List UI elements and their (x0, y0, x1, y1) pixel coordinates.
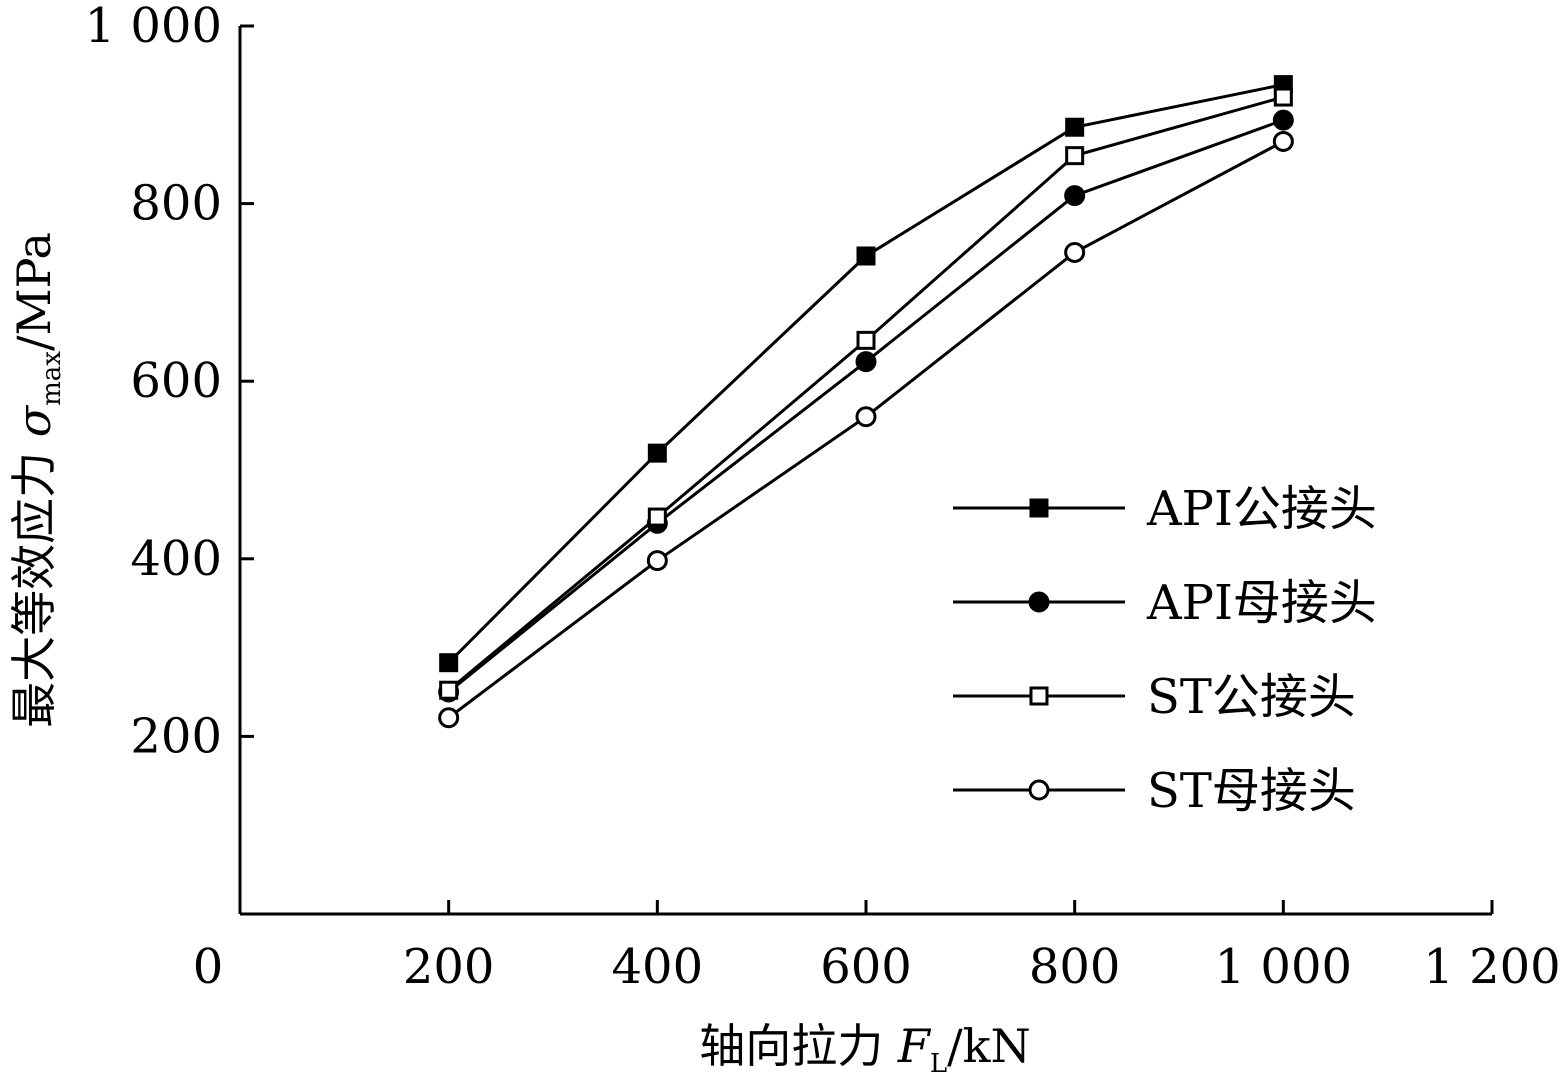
x-axis-title-symbol: F (897, 1019, 932, 1073)
x-axis-title-subscript: L (930, 1049, 947, 1079)
x-axis-title: 轴向拉力 FL/kN (699, 1019, 1030, 1079)
data-point (1064, 185, 1086, 207)
x-tick-label: 800 (1029, 939, 1121, 995)
data-point (1272, 130, 1294, 152)
data-point (439, 680, 459, 700)
x-tick-label: 400 (612, 939, 704, 995)
y-axis-title-symbol: σ (7, 404, 61, 437)
data-point (439, 653, 459, 673)
x-tick-label: 1 200 (1423, 939, 1560, 995)
legend-label: API母接头 (1146, 575, 1377, 631)
x-axis-ticks: 0 200 400 600 800 1 000 1 200 (193, 900, 1561, 995)
data-point (647, 443, 667, 463)
y-axis-ticks: 200 400 600 800 1 000 (85, 0, 254, 764)
y-axis-title-subscript: max (37, 351, 67, 406)
legend-item: API母接头 (953, 575, 1377, 631)
y-tick-label: 400 (130, 531, 222, 587)
y-tick-label: 600 (130, 353, 222, 409)
legend-marker (1029, 686, 1049, 706)
x-axis-title-prefix: 轴向拉力 (699, 1019, 898, 1073)
data-point (1272, 109, 1294, 131)
data-point (438, 707, 460, 729)
y-axis-title: 最大等效应力 σmax/MPa (7, 232, 67, 728)
y-tick-label: 1 000 (85, 0, 222, 54)
data-series (438, 75, 1294, 729)
legend-item: API公接头 (953, 481, 1377, 537)
legend-marker (1028, 779, 1050, 801)
legend: API公接头 API母接头 ST公接头 ST母接头 (953, 481, 1377, 819)
legend-label: ST公接头 (1147, 669, 1356, 725)
data-point (856, 246, 876, 266)
data-point (1065, 146, 1085, 166)
y-axis-title-unit: /MPa (7, 232, 61, 351)
data-point (855, 406, 877, 428)
x-tick-label: 600 (820, 939, 912, 995)
series-4 (438, 130, 1294, 729)
x-tick-label: 1 000 (1215, 939, 1352, 995)
legend-item: ST公接头 (953, 669, 1356, 725)
data-point (647, 507, 667, 527)
data-point (855, 351, 877, 373)
y-tick-label: 800 (130, 176, 222, 232)
legend-marker (1029, 498, 1049, 518)
data-point (646, 550, 668, 572)
y-tick-label: 200 (130, 708, 222, 764)
legend-label: ST母接头 (1147, 763, 1356, 819)
legend-label: API公接头 (1146, 481, 1377, 537)
data-point (1273, 87, 1293, 107)
legend-marker (1028, 591, 1050, 613)
data-point (856, 330, 876, 350)
data-point (1064, 241, 1086, 263)
series-1 (439, 75, 1293, 673)
series-3 (439, 87, 1293, 700)
legend-item: ST母接头 (953, 763, 1356, 819)
x-tick-label: 0 (193, 939, 224, 995)
series-line (447, 140, 1285, 719)
y-axis-title-prefix: 最大等效应力 (7, 437, 61, 728)
x-tick-label: 200 (403, 939, 495, 995)
x-axis-title-unit: /kN (947, 1019, 1031, 1073)
data-point (1065, 117, 1085, 137)
